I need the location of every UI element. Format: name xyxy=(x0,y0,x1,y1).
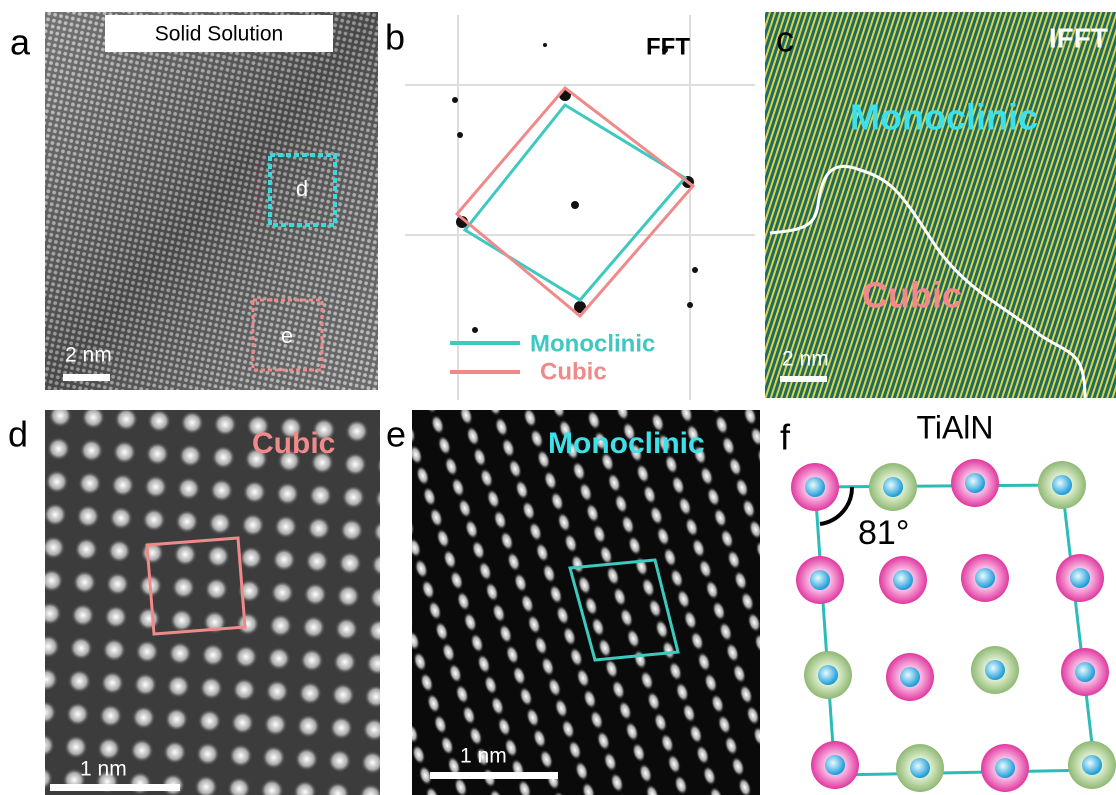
atom-core xyxy=(910,758,930,778)
atom-core xyxy=(1052,475,1072,495)
scale-bar xyxy=(50,784,180,791)
atom-core xyxy=(825,755,845,775)
region-label: Monoclinic xyxy=(850,97,1038,138)
atom-core xyxy=(995,758,1015,778)
panel-c: IFFT Monoclinic Cubic 2 nm c xyxy=(765,12,1116,398)
scale-bar-label: 2 nm xyxy=(65,344,112,367)
region-label: Cubic xyxy=(862,275,962,316)
micrograph-shade xyxy=(45,12,378,390)
page: {"panels": [ {"label": "a", "title": "So… xyxy=(0,0,1116,795)
scale-bar-label: 2 nm xyxy=(782,348,829,371)
legend-label: Monoclinic xyxy=(530,330,655,357)
atom-core xyxy=(883,477,903,497)
scale-bar xyxy=(430,772,558,779)
atom-core xyxy=(1082,755,1102,775)
atom-core xyxy=(818,665,838,685)
panel-title: Cubic xyxy=(252,427,335,460)
panel-title: Monoclinic xyxy=(548,427,705,460)
micrograph xyxy=(412,410,760,795)
panel-label: c xyxy=(776,19,794,60)
scale-bar xyxy=(780,376,827,382)
panel-f: 81° TiAlN f xyxy=(780,409,1116,792)
atom-core xyxy=(893,570,913,590)
page-body: Solid Solution d e 2 nm a FFT Monoclinic… xyxy=(0,0,1116,795)
scale-bar xyxy=(63,374,110,381)
panel-d: Cubic 1 nm d xyxy=(8,410,380,795)
panel-label: f xyxy=(780,417,791,458)
atom-core xyxy=(1075,662,1095,682)
atom-core xyxy=(810,570,830,590)
atom-core xyxy=(1070,568,1090,588)
atom-core xyxy=(985,660,1005,680)
panel-title: Solid Solution xyxy=(155,23,283,46)
panel-title: TiAlN xyxy=(916,409,993,445)
scale-bar-label: 1 nm xyxy=(80,758,127,781)
box-label: d xyxy=(296,176,308,201)
panel-label: b xyxy=(385,17,405,58)
angle-label: 81° xyxy=(858,514,909,552)
box-label: e xyxy=(281,323,293,348)
figure: Solid Solution d e 2 nm a FFT Monoclinic… xyxy=(0,0,1116,795)
panel-a: Solid Solution d e 2 nm a xyxy=(10,12,378,390)
panel-title: IFFT xyxy=(1049,22,1108,53)
legend-label: Cubic xyxy=(540,358,607,385)
panel-e: Monoclinic 1 nm e xyxy=(386,410,760,795)
atom-core xyxy=(805,477,825,497)
panel-label: a xyxy=(10,22,31,63)
panel-b: FFT Monoclinic Cubic b xyxy=(385,15,755,400)
panel-label: d xyxy=(8,414,28,455)
scale-bar-label: 1 nm xyxy=(460,745,507,768)
atom-core xyxy=(900,667,920,687)
panel-title: FFT xyxy=(646,33,690,60)
atom-core xyxy=(965,473,985,493)
panel-label: e xyxy=(386,414,406,455)
micrograph xyxy=(45,410,380,795)
unit-cell xyxy=(815,485,1095,775)
atom-core xyxy=(975,568,995,588)
